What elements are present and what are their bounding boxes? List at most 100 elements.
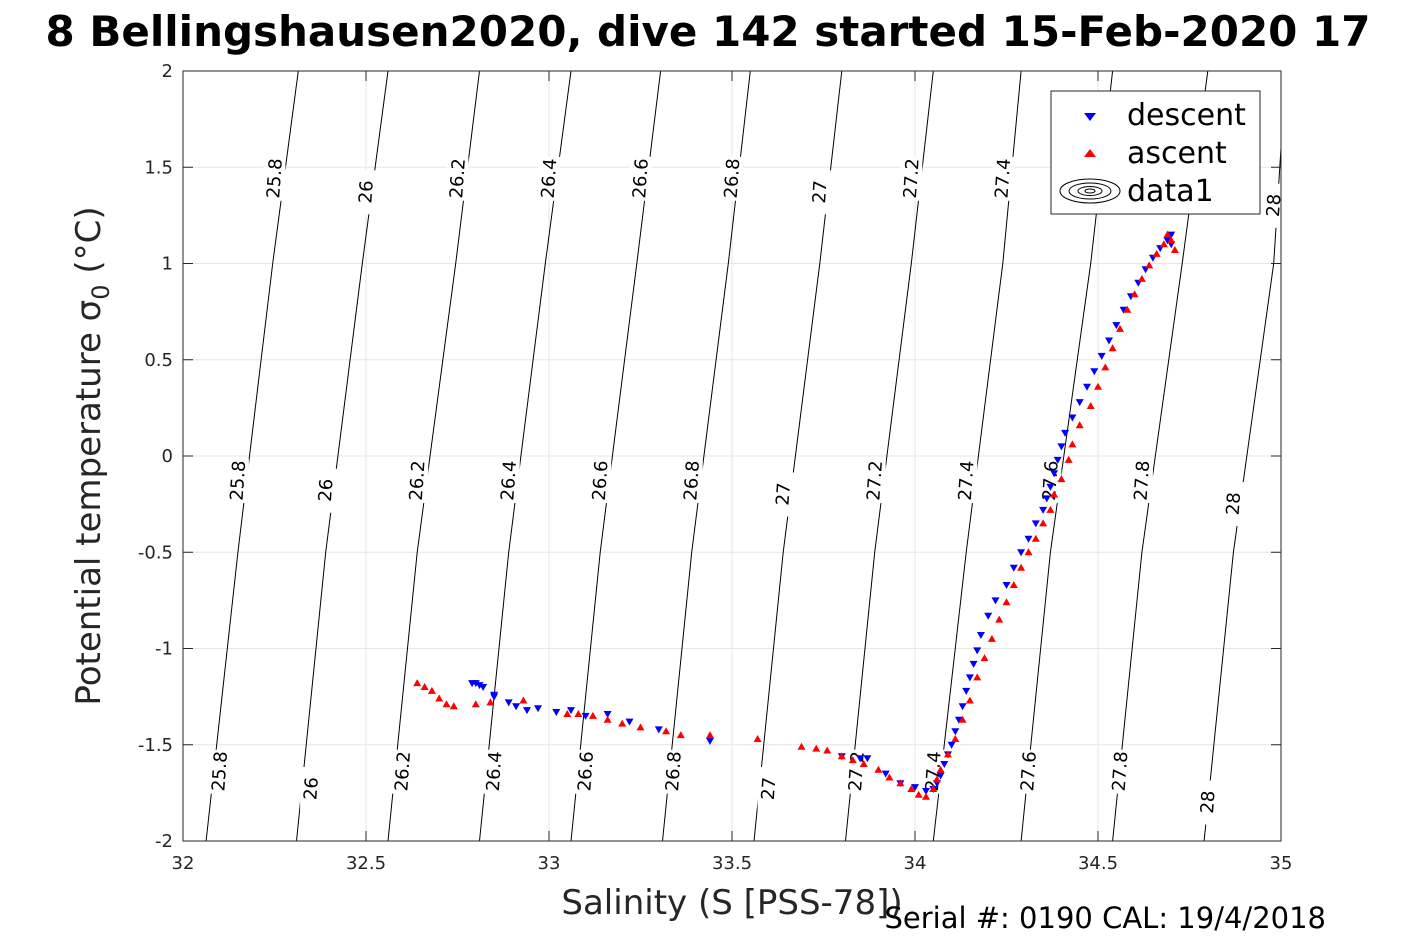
ascent-point-59 [1123,305,1132,313]
ascent-point-19 [797,742,806,750]
ascent-point-30 [922,792,930,800]
contour-label-bg-2 [263,156,286,201]
ascent-point-2 [427,686,436,694]
y-tick-label-8: 2 [162,61,173,82]
contour-label-0: 25.8 [208,751,232,792]
contour-label-bg-4 [314,468,337,513]
descent-point-48 [1050,470,1059,478]
chart-title: 8 Bellingshausen2020, dive 142 started 1… [46,7,1371,56]
contour-label-27: 27.6 [1017,751,1041,792]
legend-box [1050,90,1261,215]
contour-label-bg-9 [483,749,506,794]
contour-label-bg-29 [1108,749,1131,794]
contour-label-6: 26.2 [391,751,415,792]
y-tick-label-6: 1 [162,254,173,275]
contour-label-bg-12 [574,749,597,794]
ascent-point-3 [435,694,444,702]
y-axis-label: Potential temperature σ0 (°C) [69,206,115,705]
y-axis-label-subscript: 0 [87,284,115,299]
ascent-point-24 [859,760,868,767]
ascent-point-34 [943,750,952,758]
descent-point-26 [936,772,945,780]
descent-point-39 [991,597,1000,605]
contour-label-bg-30 [1130,459,1153,504]
descent-point-27 [940,761,949,768]
legend: descent ascent data1 [1050,90,1261,215]
descent-point-22 [911,784,919,792]
ascent-point-4 [442,700,451,708]
contour-label-15: 26.8 [662,751,686,792]
legend-data1-label: data1 [1127,174,1214,209]
ascent-point-29 [914,790,923,798]
ascent-point-41 [995,615,1004,623]
descent-point-11 [567,707,575,715]
contour-label-bg-11 [538,156,560,201]
contour-label-bg-28 [1039,459,1062,504]
contour-label-bg-17 [721,156,743,201]
descent-point-20 [881,770,890,778]
contour-label-33: 28 [1263,193,1286,217]
ascent-point-36 [958,715,967,723]
contour-label-bg-1 [226,459,249,504]
ascent-point-45 [1024,548,1033,556]
ascent-point-26 [885,773,894,781]
x-tick-label-5: 34.5 [1078,853,1118,874]
descent-point-6 [504,699,513,707]
descent-point-43 [1024,535,1033,543]
ascent-point-37 [965,696,974,704]
descent-point-66 [1167,231,1176,239]
ascent-point-51 [1064,455,1073,463]
ascent-point-21 [823,746,832,754]
ascent-point-14 [636,723,645,731]
descent-point-19 [863,755,872,763]
descent-point-46 [1042,495,1051,503]
contour-label-12: 26.6 [574,751,598,792]
y-tick-label-0: -2 [155,831,173,852]
descent-point-31 [954,716,963,724]
ascent-point-58 [1116,324,1124,332]
ascent-point-31 [929,785,938,792]
contour-label-2: 25.8 [263,158,287,199]
data-points [413,230,1179,800]
ascent-point-52 [1068,440,1077,448]
contour-label-bg-6 [391,749,414,794]
contour-label-31: 28 [1197,790,1220,814]
descent-point-50 [1057,443,1066,451]
serial-calibration-footer: Serial #: 0190 CAL: 19/4/2018 [884,901,1326,935]
contour-label-bg-23 [900,156,923,201]
y-tick-label-5: 0.5 [144,350,173,371]
ascent-point-16 [676,731,685,739]
contour-label-14: 26.6 [629,158,653,199]
ascent-point-7 [486,698,495,706]
ascent-point-10 [574,710,583,717]
ascent-point-61 [1137,274,1146,282]
ascent-point-67 [1170,246,1179,253]
descent-point-10 [552,709,561,716]
ascent-point-18 [753,735,762,742]
isopycnal-27 [753,71,843,841]
contour-label-bg-16 [680,459,703,504]
descent-point-45 [1039,506,1048,514]
x-tick-label-2: 33 [538,853,561,874]
ascent-point-64 [1159,240,1168,248]
contour-label-23: 27.2 [900,158,924,199]
density-contour-labels: 25.8 25.8 25.8 26 26 26 26.2 26.2 26.2 26.4 26.4 26… [208,156,1286,825]
contour-label-29: 27.8 [1109,751,1133,792]
descent-point-2 [475,682,484,690]
ascent-point-20 [812,744,821,752]
descent-point-35 [969,660,978,668]
legend-ascent-label: ascent [1127,136,1227,171]
contour-label-19: 27 [772,482,795,506]
ascent-point-12 [603,715,612,723]
ascent-point-25 [874,765,883,773]
y-axis-label-main: Potential temperature σ [69,300,109,706]
contour-label-7: 26.2 [406,460,430,501]
contour-label-20: 27 [809,180,832,204]
ascent-point-54 [1086,402,1095,409]
ascent-point-28 [907,785,916,792]
descent-point-14 [625,718,634,726]
contour-label-5: 26 [355,180,378,204]
ascent-point-42 [1002,598,1011,606]
x-tick-label-4: 34 [904,853,927,874]
contour-label-bg-20 [808,170,831,215]
